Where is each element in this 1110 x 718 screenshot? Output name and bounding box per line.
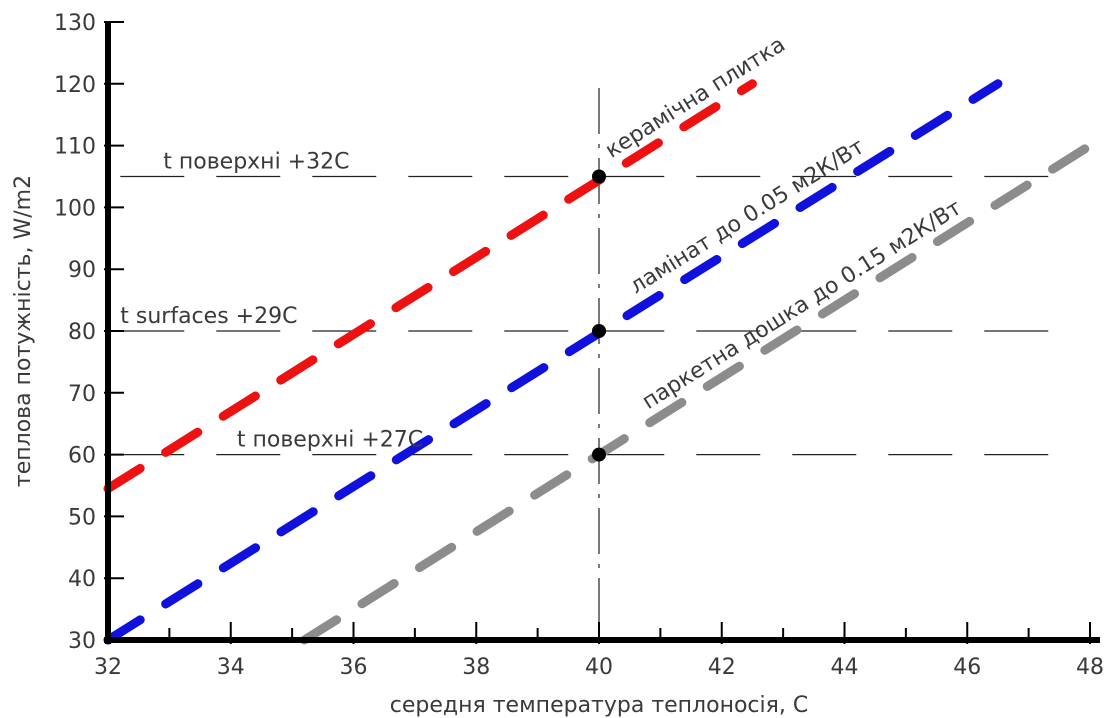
x-tick-label-42: 42 — [708, 655, 736, 680]
x-tick-label-32: 32 — [94, 655, 122, 680]
y-tick-label-60: 60 — [68, 444, 96, 469]
series-line-2 — [299, 141, 1095, 645]
y-tick-label-80: 80 — [68, 320, 96, 345]
marker-points — [592, 169, 606, 462]
y-tick-label-100: 100 — [54, 196, 96, 221]
series-label-2: паркетна дошка до 0.15 м2К/Вт — [638, 195, 966, 414]
x-tick-label-40: 40 — [585, 655, 613, 680]
y-tick-label-70: 70 — [68, 382, 96, 407]
reference-label-2: t поверхні +27С — [237, 428, 423, 453]
series-lines — [103, 79, 1095, 645]
y-tick-label-90: 90 — [68, 258, 96, 283]
x-tick-label-34: 34 — [217, 655, 245, 680]
y-tick-label-50: 50 — [68, 505, 96, 530]
marker-point-2 — [592, 447, 606, 462]
y-tick-label-30: 30 — [68, 629, 96, 654]
marker-point-0 — [592, 169, 606, 184]
x-tick-label-36: 36 — [340, 655, 368, 680]
marker-point-1 — [592, 324, 606, 338]
reference-label-0: t поверхні +32С — [163, 150, 349, 175]
y-tick-label-110: 110 — [54, 135, 96, 160]
axes — [104, 21, 1100, 644]
series-line-0 — [103, 79, 757, 494]
y-tick-label-130: 130 — [54, 11, 96, 36]
series-label-0: керамічна плитка — [601, 32, 790, 163]
y-tick-label-40: 40 — [68, 567, 96, 592]
x-tick-label-46: 46 — [953, 655, 981, 680]
y-tick-label-120: 120 — [54, 73, 96, 98]
y-axis-title: теплова потужність, W/m2 — [11, 175, 36, 487]
x-tick-label-44: 44 — [831, 655, 859, 680]
x-axis-title: середня температура теплоносія, С — [390, 693, 808, 718]
series-line-1 — [103, 79, 1003, 645]
reference-label-1: t surfaces +29С — [120, 304, 297, 329]
x-tick-label-48: 48 — [1076, 655, 1104, 680]
x-tick-label-38: 38 — [462, 655, 490, 680]
